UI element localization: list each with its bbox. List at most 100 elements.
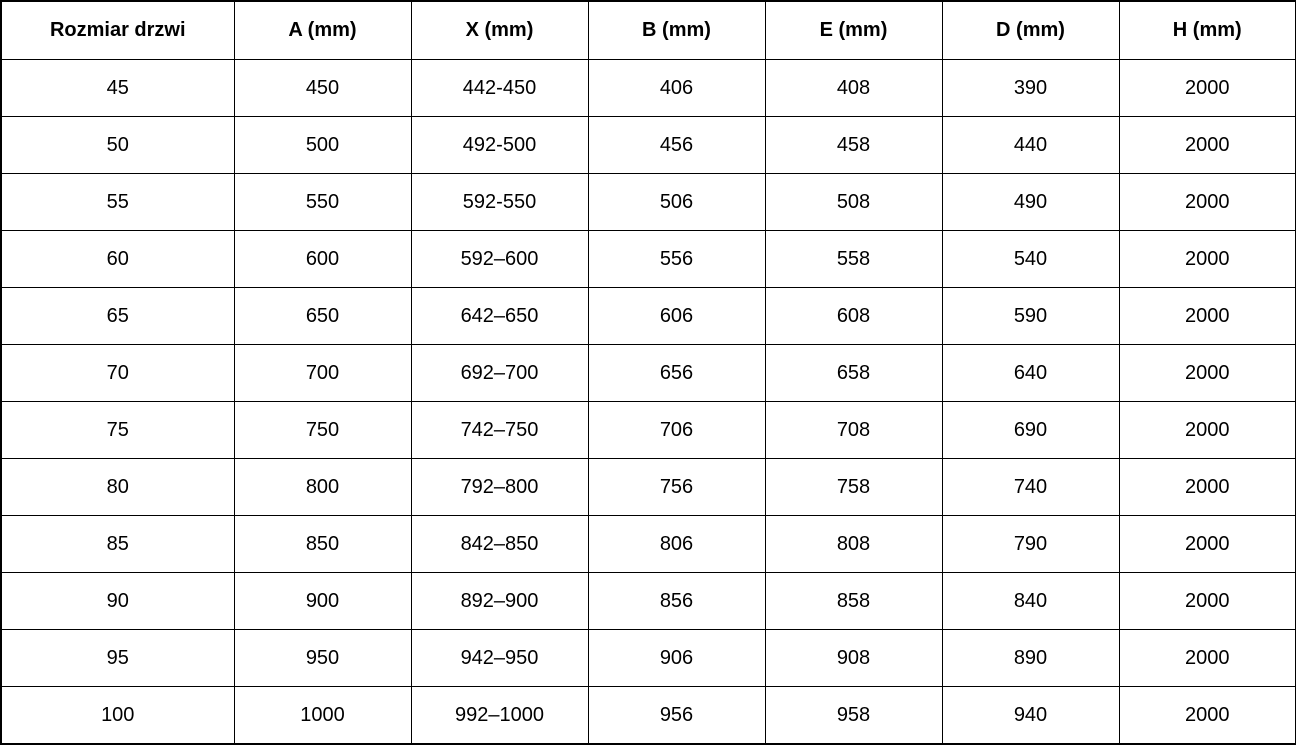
table-cell: 690: [941, 401, 1120, 459]
table-cell: 70: [0, 344, 235, 402]
table-row: 50 500 492-500 456 458 440 2000: [0, 116, 1296, 174]
table-cell: 608: [764, 287, 943, 345]
header-row: Rozmiar drzwi A (mm) X (mm) B (mm) E (mm) D (…: [0, 0, 1296, 60]
table-row: 70 700 692–700 656 658 640 2000: [0, 344, 1296, 402]
table-cell: 440: [941, 116, 1120, 174]
table-cell: 506: [587, 173, 766, 231]
table-row: 85 850 842–850 806 808 790 2000: [0, 515, 1296, 573]
table-row: 90 900 892–900 856 858 840 2000: [0, 572, 1296, 630]
column-header: D (mm): [941, 0, 1120, 60]
table-cell: 490: [941, 173, 1120, 231]
table-cell: 1000: [233, 686, 412, 745]
table-cell: 758: [764, 458, 943, 516]
table-cell: 740: [941, 458, 1120, 516]
column-header: E (mm): [764, 0, 943, 60]
table-cell: 950: [233, 629, 412, 687]
table-cell: 958: [764, 686, 943, 745]
table-cell: 992–1000: [410, 686, 589, 745]
table-cell: 2000: [1118, 401, 1296, 459]
table-row: 75 750 742–750 706 708 690 2000: [0, 401, 1296, 459]
table-cell: 942–950: [410, 629, 589, 687]
table-row: 45 450 442-450 406 408 390 2000: [0, 59, 1296, 117]
table-cell: 856: [587, 572, 766, 630]
table-cell: 742–750: [410, 401, 589, 459]
table-cell: 592–600: [410, 230, 589, 288]
table-cell: 492-500: [410, 116, 589, 174]
table-cell: 956: [587, 686, 766, 745]
table-cell: 60: [0, 230, 235, 288]
table-cell: 442-450: [410, 59, 589, 117]
table-cell: 600: [233, 230, 412, 288]
table-cell: 650: [233, 287, 412, 345]
table-cell: 450: [233, 59, 412, 117]
table-cell: 85: [0, 515, 235, 573]
table-cell: 906: [587, 629, 766, 687]
table-cell: 700: [233, 344, 412, 402]
table-cell: 540: [941, 230, 1120, 288]
table-cell: 908: [764, 629, 943, 687]
table-cell: 750: [233, 401, 412, 459]
table-cell: 100: [0, 686, 235, 745]
table-cell: 806: [587, 515, 766, 573]
table-cell: 2000: [1118, 173, 1296, 231]
table-cell: 550: [233, 173, 412, 231]
table-cell: 2000: [1118, 230, 1296, 288]
table-cell: 940: [941, 686, 1120, 745]
table-cell: 592-550: [410, 173, 589, 231]
table-cell: 790: [941, 515, 1120, 573]
table-cell: 692–700: [410, 344, 589, 402]
table-cell: 90: [0, 572, 235, 630]
table-cell: 55: [0, 173, 235, 231]
table-cell: 708: [764, 401, 943, 459]
table-cell: 642–650: [410, 287, 589, 345]
table-cell: 558: [764, 230, 943, 288]
table-cell: 900: [233, 572, 412, 630]
table-cell: 892–900: [410, 572, 589, 630]
table-body: 45 450 442-450 406 408 390 2000 50 500 492-500 456…: [0, 59, 1296, 745]
table-cell: 850: [233, 515, 412, 573]
table-cell: 2000: [1118, 287, 1296, 345]
table-cell: 2000: [1118, 116, 1296, 174]
column-header: B (mm): [587, 0, 766, 60]
table-cell: 45: [0, 59, 235, 117]
table-row: 65 650 642–650 606 608 590 2000: [0, 287, 1296, 345]
column-header: H (mm): [1118, 0, 1296, 60]
table-cell: 2000: [1118, 59, 1296, 117]
table-cell: 800: [233, 458, 412, 516]
table-cell: 95: [0, 629, 235, 687]
table-cell: 80: [0, 458, 235, 516]
table-cell: 75: [0, 401, 235, 459]
table-cell: 50: [0, 116, 235, 174]
table-row: 60 600 592–600 556 558 540 2000: [0, 230, 1296, 288]
column-header: Rozmiar drzwi: [0, 0, 235, 60]
table-row: 55 550 592-550 506 508 490 2000: [0, 173, 1296, 231]
table-cell: 390: [941, 59, 1120, 117]
table-cell: 640: [941, 344, 1120, 402]
table-cell: 456: [587, 116, 766, 174]
table-cell: 656: [587, 344, 766, 402]
table-row: 80 800 792–800 756 758 740 2000: [0, 458, 1296, 516]
table-cell: 890: [941, 629, 1120, 687]
table-cell: 606: [587, 287, 766, 345]
table-cell: 508: [764, 173, 943, 231]
table-cell: 406: [587, 59, 766, 117]
table-cell: 792–800: [410, 458, 589, 516]
table-cell: 756: [587, 458, 766, 516]
table-cell: 2000: [1118, 515, 1296, 573]
table-cell: 840: [941, 572, 1120, 630]
column-header: A (mm): [233, 0, 412, 60]
table-row: 100 1000 992–1000 956 958 940 2000: [0, 686, 1296, 745]
table-cell: 842–850: [410, 515, 589, 573]
table-cell: 658: [764, 344, 943, 402]
table-cell: 2000: [1118, 572, 1296, 630]
table-cell: 2000: [1118, 629, 1296, 687]
table-cell: 500: [233, 116, 412, 174]
table-header: Rozmiar drzwi A (mm) X (mm) B (mm) E (mm) D (…: [0, 0, 1296, 60]
table-cell: 590: [941, 287, 1120, 345]
table-cell: 458: [764, 116, 943, 174]
table-cell: 706: [587, 401, 766, 459]
table-cell: 408: [764, 59, 943, 117]
table-cell: 2000: [1118, 686, 1296, 745]
table-cell: 65: [0, 287, 235, 345]
